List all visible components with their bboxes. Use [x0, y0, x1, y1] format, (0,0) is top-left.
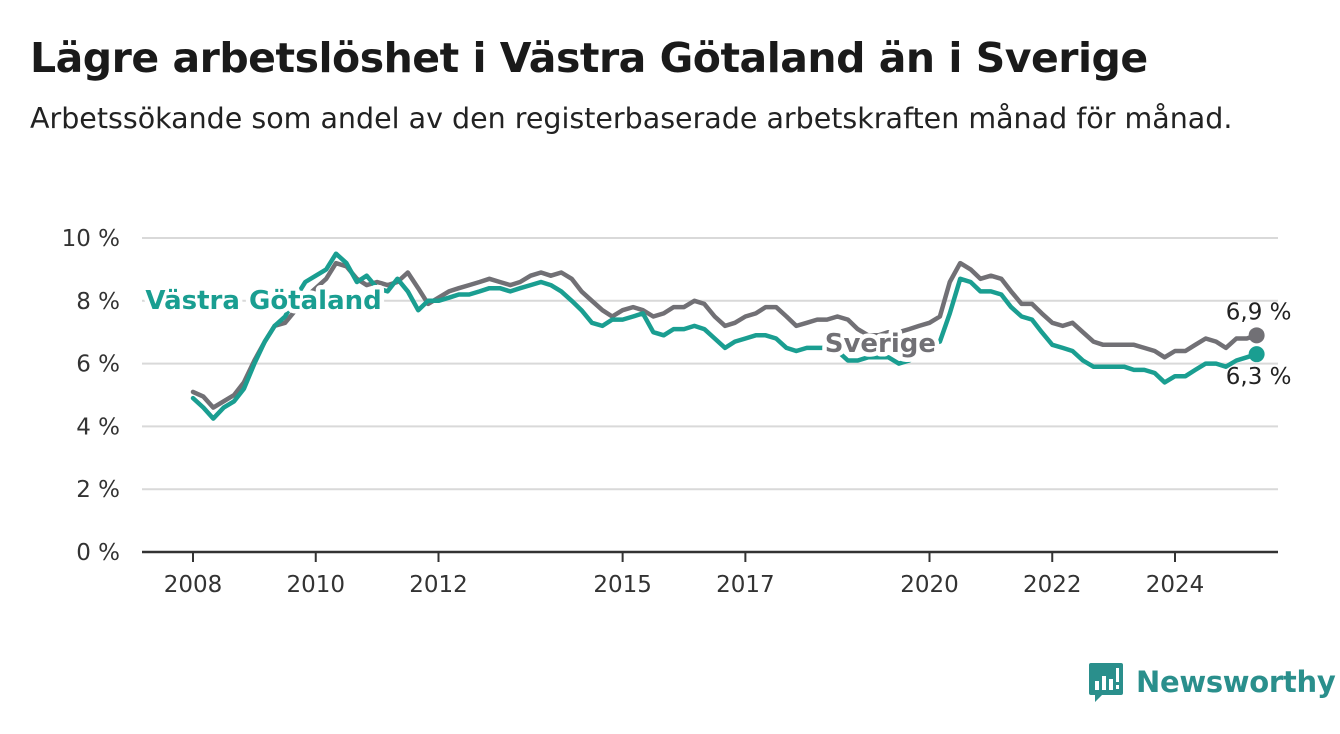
series-name-label-1: Västra Götaland — [145, 286, 381, 316]
x-axis: 2008 2010 2012 2015 2017 2020 2022 2024 — [142, 550, 1278, 598]
x-tick-label: 2024 — [1146, 572, 1205, 598]
series-end-label-1: 6,3 % — [1226, 364, 1292, 390]
x-tick-label: 2022 — [1023, 572, 1082, 598]
y-tick-label: 8 % — [76, 289, 120, 315]
series-end-point-0 — [1248, 327, 1265, 344]
series-lines — [190, 251, 1265, 421]
y-tick-label: 10 % — [62, 226, 120, 252]
newsworthy-logo-icon — [1088, 661, 1124, 703]
x-tick-label: 2012 — [409, 572, 468, 598]
x-tick-label: 2017 — [716, 572, 775, 598]
series-line-0 — [190, 260, 1259, 410]
y-tick-label: 4 % — [76, 414, 120, 440]
chart-title: Lägre arbetslöshet i Västra Götaland än … — [30, 34, 1148, 82]
chart-subtitle: Arbetssökande som andel av den registerb… — [30, 102, 1233, 135]
y-tick-label: 2 % — [76, 477, 120, 503]
x-tick-label: 2015 — [593, 572, 652, 598]
y-tick-label: 6 % — [76, 352, 120, 378]
x-tick-label: 2020 — [900, 572, 959, 598]
series-end-label-0: 6,9 % — [1226, 299, 1292, 325]
brand-name: Newsworthy — [1136, 665, 1336, 699]
series-end-point-1 — [1248, 346, 1265, 363]
series-labels: Sverige Västra Götaland 6,9 % 6,3 % — [141, 282, 1292, 391]
x-tick-label: 2008 — [164, 572, 223, 598]
grid-lines: 0 % 2 % 4 % 6 % 8 % 10 % — [62, 226, 1278, 566]
series-name-label-0: Sverige — [825, 329, 936, 359]
x-tick-label: 2010 — [286, 572, 345, 598]
series-line-1 — [190, 251, 1259, 421]
y-tick-label: 0 % — [76, 540, 120, 566]
newsworthy-logo[interactable]: Newsworthy — [1088, 660, 1336, 704]
